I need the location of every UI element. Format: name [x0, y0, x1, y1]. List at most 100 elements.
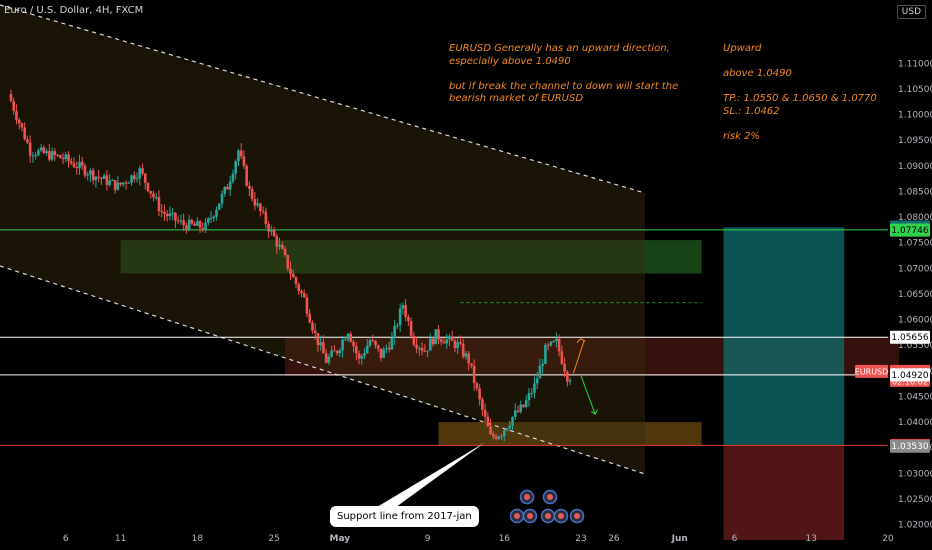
- candle: [270, 225, 273, 236]
- candle: [94, 176, 98, 188]
- candle-body: [439, 339, 443, 342]
- candle-body: [220, 193, 224, 204]
- candle-body: [160, 211, 164, 213]
- note-right-line: [723, 56, 877, 69]
- candle-body: [111, 180, 114, 182]
- price-label: 1.03530: [890, 439, 930, 453]
- time-axis[interactable]: 6 11 18 25 May 9 16 23 26 Jun 6 13 20: [63, 534, 894, 544]
- candle: [489, 418, 492, 436]
- x-tick-label: 25: [268, 534, 279, 544]
- candle-body: [308, 313, 312, 323]
- channel-layer: [0, 4, 646, 475]
- candle-body: [127, 182, 131, 184]
- candle: [390, 331, 394, 351]
- candle-body: [352, 341, 355, 347]
- candle: [486, 412, 490, 427]
- candle: [108, 173, 111, 187]
- candle-body: [327, 356, 331, 363]
- y-tick-label: 1.10500: [898, 85, 932, 95]
- candle: [346, 332, 350, 343]
- candle: [481, 397, 484, 417]
- candle: [330, 345, 333, 358]
- analysis-note-right: Upward above 1.0490 TP.: 1.0550 & 1.0650…: [723, 43, 877, 143]
- price-labels-layer: 1.078071.077461.056561.0499002:10:021.04…: [855, 220, 930, 453]
- candle: [294, 276, 298, 288]
- x-tick-label: 11: [115, 534, 126, 544]
- candle: [470, 363, 473, 369]
- candle: [324, 348, 328, 364]
- candle: [379, 348, 383, 362]
- candle-body: [9, 94, 13, 102]
- event-icon[interactable]: [542, 489, 558, 505]
- event-icon[interactable]: [540, 508, 556, 524]
- price-axis[interactable]: 1.11000 1.10500 1.10000 1.09500 1.09000 1.085…: [898, 59, 932, 530]
- candle: [176, 215, 180, 224]
- candle-body: [42, 147, 46, 154]
- y-tick-label: 1.10000: [898, 111, 932, 121]
- zones-layer: [120, 227, 899, 540]
- price-label-text: 1.04920: [891, 371, 928, 381]
- candle: [398, 303, 402, 332]
- candle-body: [242, 156, 246, 166]
- note-left-line: [449, 68, 678, 81]
- x-tick-label: 13: [806, 534, 817, 544]
- candle: [119, 182, 122, 187]
- currency-button[interactable]: USD: [896, 5, 926, 19]
- candle: [9, 89, 13, 103]
- candle: [415, 337, 418, 354]
- candle-body: [130, 175, 133, 183]
- candle: [89, 168, 92, 183]
- candle-body: [289, 268, 292, 274]
- y-tick-label: 1.02500: [898, 495, 932, 505]
- candle: [72, 157, 76, 169]
- event-icon[interactable]: [519, 489, 535, 505]
- candle: [228, 175, 232, 196]
- candle-body: [428, 338, 432, 351]
- candle-body: [338, 350, 342, 354]
- candle-body: [390, 337, 394, 350]
- candle-body: [39, 147, 43, 151]
- y-tick-label: 1.07000: [898, 264, 932, 274]
- candle-body: [505, 428, 509, 431]
- events-row: [509, 489, 585, 524]
- candle: [50, 147, 54, 162]
- candle-body: [152, 193, 155, 198]
- candle-body: [450, 336, 454, 341]
- candle-body: [157, 197, 161, 212]
- candle: [439, 337, 443, 346]
- x-tick-label: 18: [192, 534, 204, 544]
- candle: [352, 339, 355, 353]
- candle: [333, 344, 336, 352]
- candle-body: [426, 350, 429, 352]
- candle-body: [168, 213, 172, 217]
- candle: [97, 169, 100, 183]
- event-icon[interactable]: [553, 508, 569, 524]
- candle: [385, 344, 388, 354]
- y-tick-label: 1.06000: [898, 316, 932, 326]
- event-icon[interactable]: [522, 508, 538, 524]
- event-icon[interactable]: [509, 508, 525, 524]
- candle-body: [407, 316, 410, 322]
- candle-body: [239, 150, 243, 157]
- candle-body: [259, 203, 262, 211]
- candle-body: [385, 347, 388, 350]
- y-tick-label: 1.08500: [898, 187, 932, 197]
- candle-body: [376, 345, 380, 349]
- candle-body: [511, 416, 514, 426]
- candle-body: [80, 161, 84, 166]
- candle: [171, 207, 174, 220]
- candle-body: [519, 404, 523, 412]
- candle-body: [341, 339, 344, 351]
- candle-body: [193, 223, 196, 226]
- event-icon[interactable]: [569, 508, 585, 524]
- y-tick-label: 1.04500: [898, 392, 932, 402]
- candle-body: [563, 363, 566, 372]
- candle-body: [453, 340, 457, 349]
- candle-body: [489, 426, 492, 435]
- candle-body: [97, 176, 100, 178]
- candle-body: [538, 365, 542, 379]
- candle-body: [28, 142, 32, 156]
- candle: [450, 330, 454, 341]
- event-icon-dot: [547, 494, 553, 500]
